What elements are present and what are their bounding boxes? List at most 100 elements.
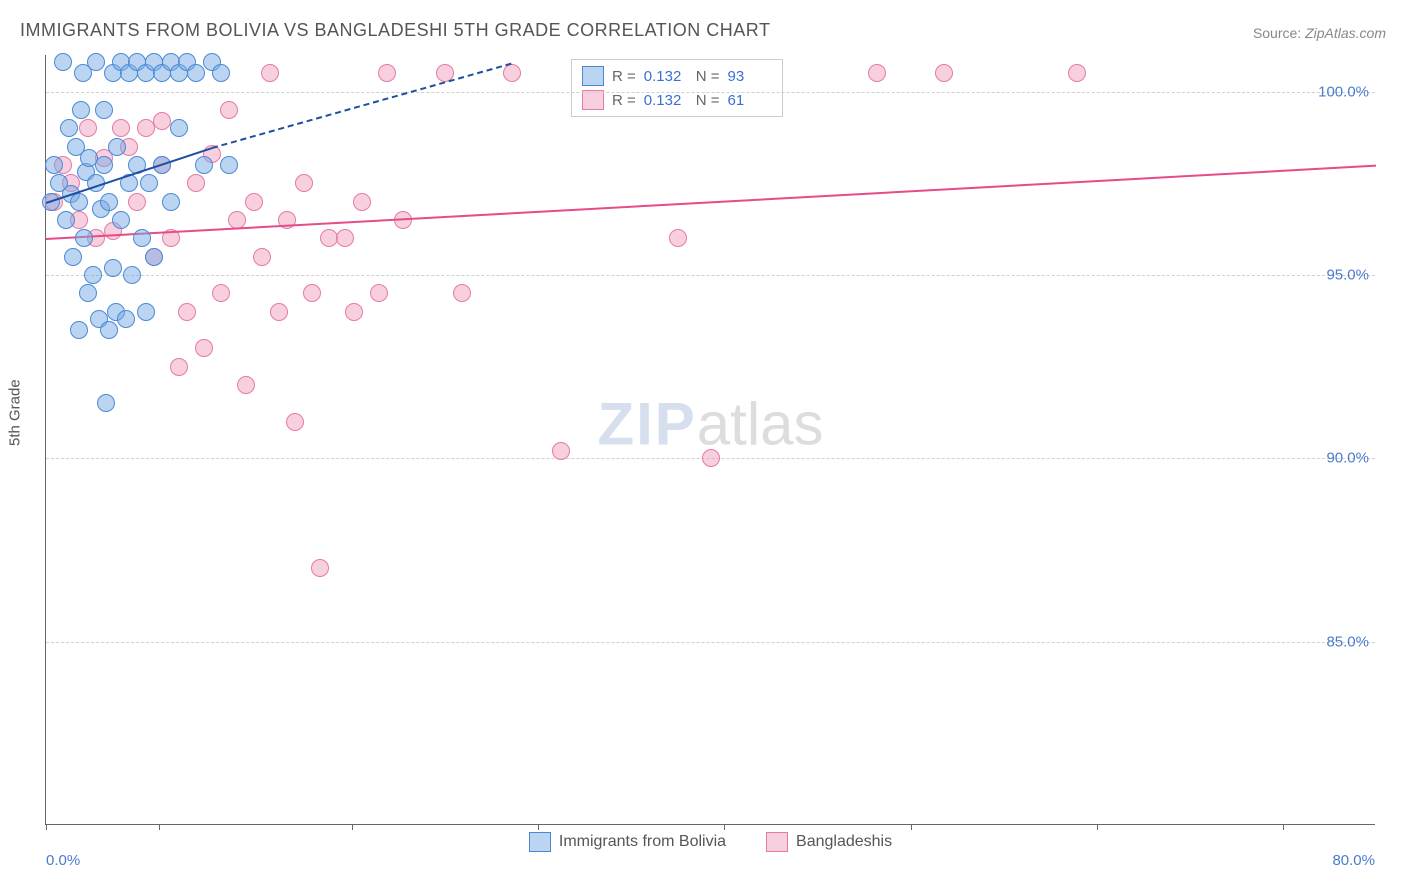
source-label: Source: [1253,25,1301,41]
legend-label: Bangladeshis [796,833,892,851]
x-tick [911,824,912,830]
bolivia-point [60,119,78,137]
bangla-point [702,449,720,467]
gridline [46,275,1375,276]
legend-label: Immigrants from Bolivia [559,833,726,851]
correlation-legend: R = 0.132 N = 93 R = 0.132 N = 61 [571,59,783,117]
bolivia-point [162,193,180,211]
bangla-point [178,303,196,321]
bangla-point [245,193,263,211]
bangla-point [187,174,205,192]
bolivia-point [145,248,163,266]
r-label: R = [612,68,636,85]
bangla-point [345,303,363,321]
y-tick-label: 100.0% [1318,83,1369,100]
bolivia-point [187,64,205,82]
gridline [46,642,1375,643]
bangla-point [220,101,238,119]
bolivia-point [100,321,118,339]
n-value: 93 [728,68,772,85]
bolivia-point [64,248,82,266]
bangla-point [303,284,321,302]
legend-row: R = 0.132 N = 93 [582,64,772,88]
legend-item: Immigrants from Bolivia [529,832,726,852]
bangla-point [270,303,288,321]
x-tick [724,824,725,830]
bangla-point [353,193,371,211]
bolivia-point [84,266,102,284]
n-label: N = [696,92,720,109]
bolivia-point [57,211,75,229]
bangla-point [112,119,130,137]
watermark-atlas: atlas [697,391,824,458]
bangla-point [320,229,338,247]
x-tick [46,824,47,830]
y-axis-title: 5th Grade [7,379,24,446]
bolivia-point [97,394,115,412]
bangla-point [170,358,188,376]
bolivia-point [108,138,126,156]
bangla-point [669,229,687,247]
bolivia-point [95,156,113,174]
bangla-point [79,119,97,137]
x-tick [159,824,160,830]
bolivia-point [54,53,72,71]
n-label: N = [696,68,720,85]
bangla-point [253,248,271,266]
bolivia-point [100,193,118,211]
chart-title: IMMIGRANTS FROM BOLIVIA VS BANGLADESHI 5… [20,20,770,41]
bolivia-point [70,321,88,339]
bolivia-point [170,119,188,137]
bangla-point [212,284,230,302]
bangla-point [286,413,304,431]
watermark-zip: ZIP [597,391,696,458]
bolivia-point [70,193,88,211]
r-value: 0.132 [644,92,688,109]
bangla-point [195,339,213,357]
bangla-point [370,284,388,302]
bangla-point [311,559,329,577]
legend-swatch [766,832,788,852]
bolivia-point [45,156,63,174]
bolivia-point [95,101,113,119]
bangla-point [137,119,155,137]
bolivia-point [87,53,105,71]
n-value: 61 [728,92,772,109]
bolivia-point [104,259,122,277]
x-tick [1283,824,1284,830]
bangla-point [295,174,313,192]
bangla-point [552,442,570,460]
bolivia-trend-extrapolation [212,62,512,148]
bolivia-point [79,284,97,302]
gridline [46,92,1375,93]
r-label: R = [612,92,636,109]
bolivia-point [112,211,130,229]
bangla-point [128,193,146,211]
bolivia-point [212,64,230,82]
bolivia-point [123,266,141,284]
bangla-point [453,284,471,302]
r-value: 0.132 [644,68,688,85]
bolivia-point [195,156,213,174]
bolivia-point [220,156,238,174]
x-min-label: 0.0% [46,852,80,869]
series-legend: Immigrants from Bolivia Bangladeshis [46,832,1375,852]
x-tick [538,824,539,830]
bangla-point [336,229,354,247]
bolivia-point [137,303,155,321]
legend-swatch [582,90,604,110]
y-tick-label: 85.0% [1326,633,1369,650]
bangla-point [1068,64,1086,82]
bolivia-point [75,229,93,247]
source-value: ZipAtlas.com [1305,25,1386,41]
bangla-point [935,64,953,82]
bangla-point [503,64,521,82]
bangla-point [378,64,396,82]
watermark: ZIPatlas [597,390,823,459]
bolivia-point [72,101,90,119]
source-attribution: Source: ZipAtlas.com [1253,25,1386,41]
legend-item: Bangladeshis [766,832,892,852]
bangla-point [237,376,255,394]
bolivia-point [140,174,158,192]
bolivia-point [117,310,135,328]
